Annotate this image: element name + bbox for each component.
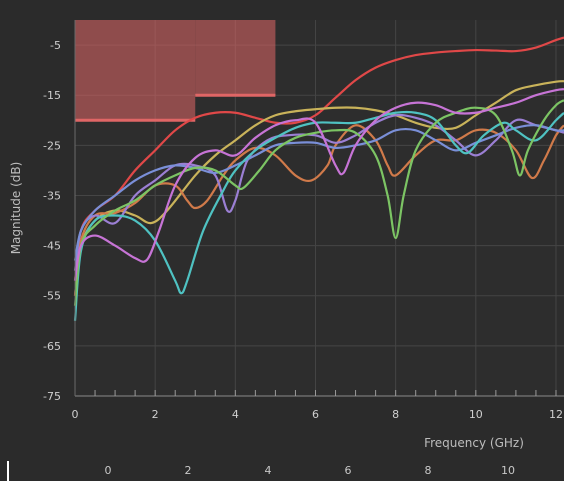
overview-tick-label: 10 [501,464,515,477]
overview-tick-label: 6 [345,464,352,477]
y-tick-label: -25 [43,139,61,152]
series-line-6 [73,110,564,321]
x-tick-label: 10 [469,408,483,421]
y-tick-label: -45 [43,240,61,253]
x-tick-label: 0 [72,408,79,421]
y-axis: -5 -15 -25 -35 -45 -55 -65 -75 [43,20,76,403]
series-line-4 [73,113,564,271]
x-tick-label: 2 [152,408,159,421]
series-line-8 [73,88,564,281]
series-line-1 [73,36,564,281]
overview-tick-label: 8 [425,464,432,477]
series-group [73,36,564,321]
overview-tick-label: 0 [105,464,112,477]
y-tick-label: -35 [43,189,61,202]
x-axis: 0 2 4 6 8 10 12 [72,390,564,421]
limit-mask-region [195,20,276,96]
y-tick-label: -65 [43,340,61,353]
y-tick-label: -15 [43,89,61,102]
x-tick-label: 8 [392,408,399,421]
x-tick-label: 4 [232,408,239,421]
limit-mask-region [75,20,196,121]
overview-tick-label: 4 [265,464,272,477]
y-tick-label: -55 [43,290,61,303]
x-tick-label: 6 [312,408,319,421]
series-line-5 [73,124,564,261]
series-line-7 [73,99,564,306]
y-tick-label: -75 [43,390,61,403]
x-axis-title: Frequency (GHz) [424,436,524,450]
y-tick-label: -5 [50,39,61,52]
y-axis-title: Magnitude (dB) [9,162,23,255]
series-line-2 [73,80,564,296]
overview-tick-label: 2 [185,464,192,477]
limit-mask [75,20,276,122]
overview-axis: 0 2 4 6 8 10 [105,464,516,477]
x-tick-label: 12 [549,408,563,421]
